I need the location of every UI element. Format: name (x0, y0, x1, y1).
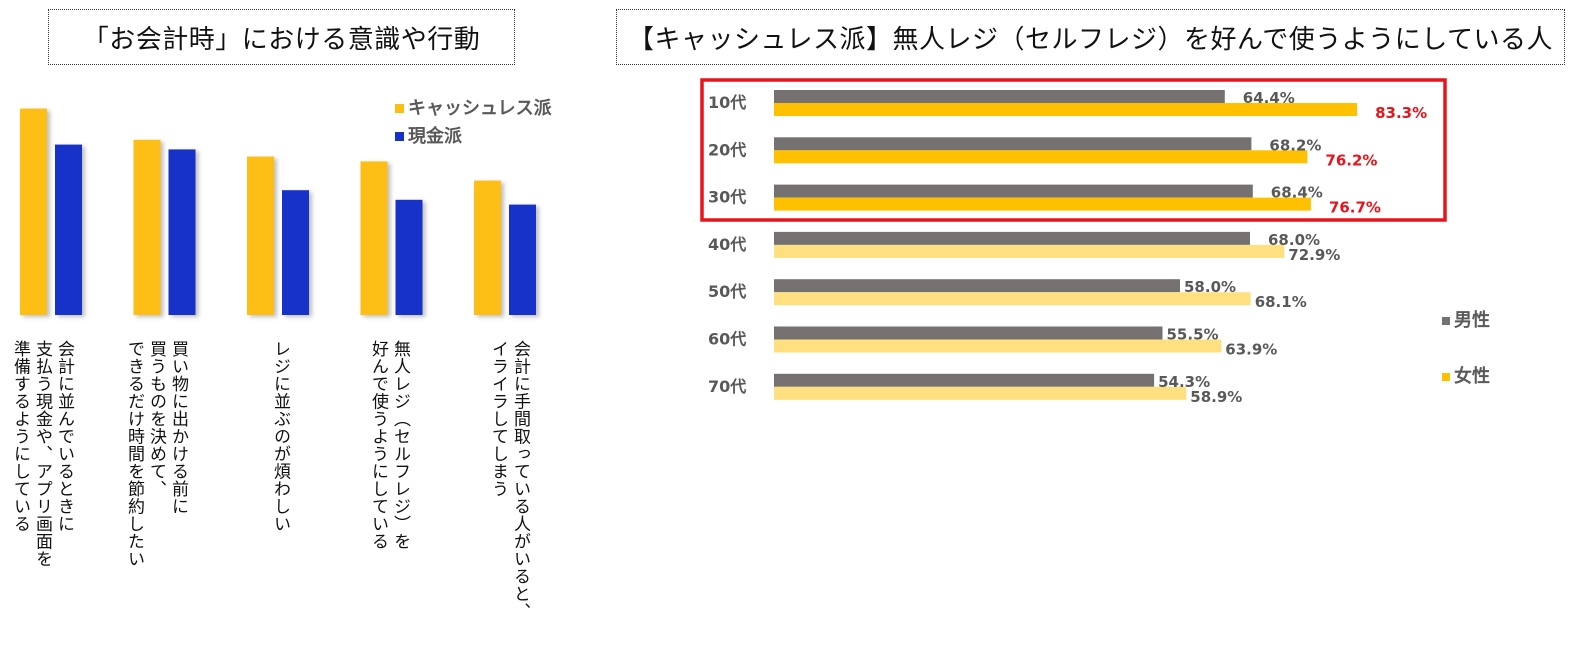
bar-cash-2 (168, 149, 196, 315)
bar-cashless-3 (247, 156, 274, 315)
value-label-female-6: 63.9% (1225, 341, 1277, 359)
bar-cash-5 (509, 204, 536, 315)
legend-swatch-male (1442, 317, 1450, 325)
bar-male-7 (774, 373, 1155, 387)
bar-female-5 (774, 292, 1251, 306)
bar-female-3 (774, 197, 1311, 211)
legend-swatch-female (1442, 373, 1450, 381)
bar-male-1 (774, 90, 1225, 103)
legend-label-female: 女性 (1454, 365, 1490, 387)
age-label-2: 20代 (708, 140, 746, 159)
category-label-1: 会計に並んでいるときに 支払う現金や、アプリ画面を 準備するようにしている (10, 340, 74, 568)
age-label-7: 70代 (708, 377, 746, 396)
bar-male-4 (774, 231, 1250, 245)
value-label-female-1: 83.3% (1375, 104, 1427, 122)
value-label-female-5: 68.1% (1255, 293, 1307, 311)
bar-cashless-1 (20, 108, 47, 315)
age-label-1: 10代 (708, 93, 746, 112)
legend-swatch-1 (395, 104, 404, 113)
age-label-6: 60代 (708, 330, 746, 349)
bar-male-3 (774, 184, 1253, 198)
bar-female-1 (774, 103, 1358, 116)
value-label-female-4: 72.9% (1288, 246, 1340, 264)
age-label-4: 40代 (708, 235, 746, 254)
right-chart-title: 【キャッシュレス派】無人レジ（セルフレジ）を好んで使うようにしている人 (616, 9, 1565, 65)
value-label-male-5: 58.0% (1184, 278, 1236, 296)
bar-female-6 (774, 339, 1222, 353)
age-label-5: 50代 (708, 282, 746, 301)
bar-male-5 (774, 279, 1180, 293)
legend-label-2: 現金派 (408, 125, 463, 147)
value-label-female-3: 76.7% (1329, 199, 1381, 217)
bar-cashless-2 (133, 139, 161, 315)
bar-cashless-5 (474, 180, 501, 315)
category-label-5: 会計に手間取っている人がいると、 イライラしてしまう (488, 340, 530, 620)
bar-male-6 (774, 326, 1163, 340)
value-label-male-7: 54.3% (1158, 373, 1210, 391)
category-label-4: 無人レジ（セルフレジ）を 好んで使うようにしている (368, 340, 410, 550)
bar-cash-3 (282, 190, 309, 315)
value-label-male-1: 64.4% (1243, 89, 1295, 107)
value-label-male-3: 68.4% (1271, 184, 1323, 202)
category-label-3: レジに並ぶのが煩わしい (270, 340, 290, 533)
bar-female-2 (774, 150, 1308, 164)
bar-female-4 (774, 244, 1285, 258)
category-label-2: 買い物に出かける前に 買うものを決めて、 できるだけ時間を節約したい (124, 340, 188, 568)
value-label-male-2: 68.2% (1269, 136, 1321, 154)
bar-female-7 (774, 386, 1187, 400)
value-label-male-4: 68.0% (1268, 231, 1320, 249)
left-chart-title: 「お会計時」における意識や行動 (48, 9, 515, 65)
legend-label-1: キャッシュレス派 (408, 98, 553, 119)
value-label-female-2: 76.2% (1325, 151, 1377, 169)
bar-cashless-4 (360, 161, 388, 315)
value-label-male-6: 55.5% (1167, 326, 1219, 344)
value-label-female-7: 58.9% (1190, 388, 1242, 406)
age-label-3: 30代 (708, 188, 746, 207)
legend-label-male: 男性 (1454, 309, 1490, 331)
bar-cash-4 (395, 199, 423, 315)
highlight-box (700, 78, 1447, 222)
bar-cash-1 (55, 144, 82, 315)
self-checkout-bar-chart: 10代 64.4% 83.3% 20代 68.2%76.2% 30代 68.4% 76.7% 4… (700, 78, 1490, 406)
bar-male-2 (774, 137, 1252, 151)
legend-swatch-2 (395, 132, 404, 141)
